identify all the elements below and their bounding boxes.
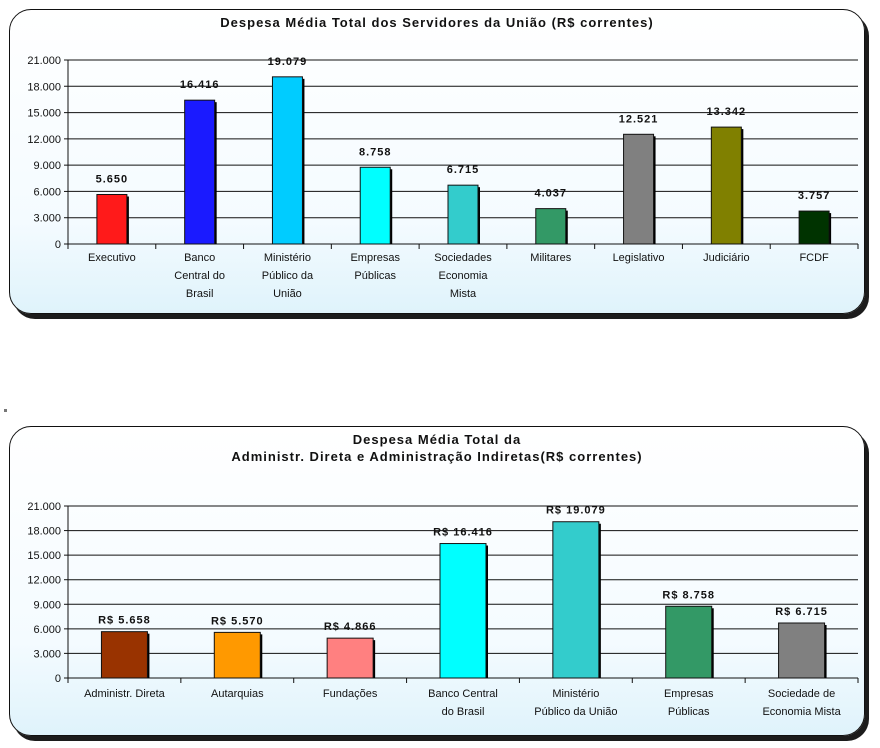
y-tick-label: 6.000 (33, 186, 61, 198)
bar (535, 208, 567, 245)
category-label: Economia Mista (762, 706, 841, 718)
data-label: 6.715 (447, 164, 480, 176)
bar (96, 193, 128, 245)
category-label: Público da União (534, 706, 617, 718)
bar (184, 99, 216, 245)
y-tick-label: 21.000 (27, 55, 61, 67)
category-label: Público da (262, 270, 314, 282)
chart-title-servidores: Despesa Média Total dos Servidores da Un… (220, 15, 654, 30)
data-label: 4.037 (535, 188, 568, 200)
bar (439, 543, 487, 679)
category-label: Executivo (88, 252, 136, 264)
data-label: 12.521 (619, 113, 659, 125)
data-label: R$ 6.715 (775, 606, 828, 618)
category-label: Brasil (186, 288, 214, 300)
category-label: Sociedades (434, 252, 492, 264)
bar-chart-administracao: 0 3.000 6.000 9.000 12.000 15.000 18.000 21.000… (27, 501, 859, 718)
chart-panel-servidores: Despesa Média Total dos Servidores da Un… (9, 9, 865, 314)
data-label: 19.079 (268, 56, 308, 68)
category-label: União (273, 288, 302, 300)
y-tick-label: 18.000 (27, 526, 61, 538)
category-label: Autarquias (211, 688, 264, 700)
category-label: Ministério (264, 252, 311, 264)
y-tick-label: 12.000 (27, 575, 61, 587)
category-label: Públicas (668, 706, 710, 718)
chart-panel-administracao: Despesa Média Total da Administr. Direta… (9, 426, 865, 736)
category-label: Sociedade de (768, 688, 835, 700)
category-label: do Brasil (442, 706, 485, 718)
category-label: Empresas (350, 252, 400, 264)
data-label: R$ 8.758 (662, 589, 715, 601)
data-label: R$ 16.416 (433, 527, 493, 539)
category-label: Mista (450, 288, 477, 300)
data-label: 3.757 (798, 190, 831, 202)
category-label: Banco (184, 252, 215, 264)
y-tick-label: 9.000 (33, 599, 61, 611)
bar-chart-servidores: 0 3.000 6.000 9.000 12.000 15.000 18.000 21.000… (27, 55, 859, 300)
bar (552, 521, 600, 679)
data-label: R$ 19.079 (546, 505, 606, 517)
bar (100, 631, 148, 679)
data-label: R$ 4.866 (324, 621, 377, 633)
y-tick-label: 3.000 (33, 648, 61, 660)
category-label: Fundações (323, 688, 378, 700)
bar (710, 126, 742, 245)
y-tick-label: 0 (55, 673, 61, 685)
stray-dot (4, 409, 7, 412)
bar (359, 166, 391, 245)
y-tick-label: 21.000 (27, 501, 61, 513)
category-label: Ministério (552, 688, 599, 700)
bar (665, 605, 713, 679)
y-tick-label: 6.000 (33, 624, 61, 636)
category-label: Militares (530, 252, 571, 264)
category-label: Central do (174, 270, 225, 282)
y-tick-label: 15.000 (27, 108, 61, 120)
data-label: 16.416 (180, 79, 220, 91)
category-label: FCDF (799, 252, 829, 264)
category-label: Economia (439, 270, 489, 282)
data-label: 8.758 (359, 146, 392, 158)
y-tick-label: 18.000 (27, 81, 61, 93)
y-tick-label: 15.000 (27, 550, 61, 562)
bar (213, 631, 261, 679)
y-tick-label: 0 (55, 239, 61, 251)
data-label: R$ 5.570 (211, 615, 264, 627)
data-label: R$ 5.658 (98, 615, 151, 627)
category-label: Banco Central (428, 688, 498, 700)
bar (798, 210, 830, 245)
category-label: Administr. Direta (84, 688, 166, 700)
y-tick-label: 3.000 (33, 213, 61, 225)
bar (623, 133, 655, 245)
bar (447, 184, 479, 245)
category-label: Públicas (354, 270, 396, 282)
chart-title-line: Despesa Média Total da (352, 432, 522, 447)
data-label: 5.650 (96, 173, 129, 185)
bar (778, 622, 826, 679)
chart-title-line: Administr. Direta e Administração Indire… (231, 449, 643, 464)
bar (326, 637, 374, 679)
y-tick-label: 12.000 (27, 134, 61, 146)
category-label: Empresas (664, 688, 714, 700)
category-label: Judiciário (703, 252, 749, 264)
data-label: 13.342 (707, 106, 747, 118)
bar (271, 76, 303, 245)
category-label: Legislativo (613, 252, 665, 264)
chart-title-administracao: Despesa Média Total da Administr. Direta… (10, 431, 864, 465)
y-tick-label: 9.000 (33, 160, 61, 172)
